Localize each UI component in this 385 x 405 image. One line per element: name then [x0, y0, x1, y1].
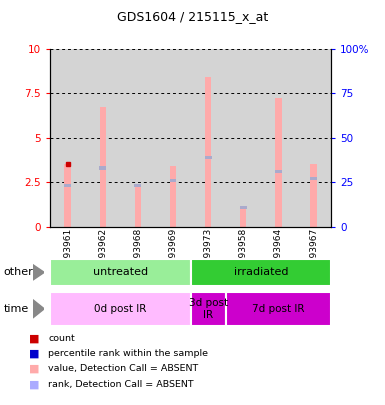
Bar [50, 292, 191, 326]
Text: GDS1604 / 215115_x_at: GDS1604 / 215115_x_at [117, 10, 268, 23]
Bar [275, 170, 282, 173]
Bar [310, 164, 317, 227]
Bar [100, 107, 106, 227]
Text: ■: ■ [29, 333, 39, 343]
Text: ■: ■ [29, 364, 39, 374]
Bar [205, 77, 211, 227]
Bar [240, 207, 246, 227]
Text: ■: ■ [29, 379, 39, 389]
Text: 7d post IR: 7d post IR [252, 304, 305, 314]
Bar [191, 292, 226, 326]
Bar [135, 186, 141, 227]
Polygon shape [33, 264, 44, 280]
Text: 0d post IR: 0d post IR [94, 304, 147, 314]
Text: irradiated: irradiated [234, 267, 288, 277]
Bar [50, 259, 191, 286]
Bar [64, 164, 71, 227]
Text: percentile rank within the sample: percentile rank within the sample [48, 349, 208, 358]
Text: time: time [4, 304, 29, 314]
Bar [64, 184, 71, 188]
Bar [275, 98, 281, 227]
Text: untreated: untreated [93, 267, 148, 277]
Bar [99, 166, 106, 170]
Text: rank, Detection Call = ABSENT: rank, Detection Call = ABSENT [48, 380, 194, 389]
Text: value, Detection Call = ABSENT: value, Detection Call = ABSENT [48, 364, 198, 373]
Bar [169, 179, 176, 182]
Bar [226, 292, 331, 326]
Bar [240, 206, 247, 209]
Text: other: other [4, 267, 33, 277]
Bar [191, 259, 331, 286]
Text: ■: ■ [29, 349, 39, 358]
Polygon shape [33, 300, 44, 318]
Text: count: count [48, 334, 75, 343]
Bar [310, 177, 317, 180]
Bar [170, 166, 176, 227]
Bar [134, 184, 141, 188]
Text: 3d post
IR: 3d post IR [189, 298, 228, 320]
Bar [205, 156, 212, 159]
